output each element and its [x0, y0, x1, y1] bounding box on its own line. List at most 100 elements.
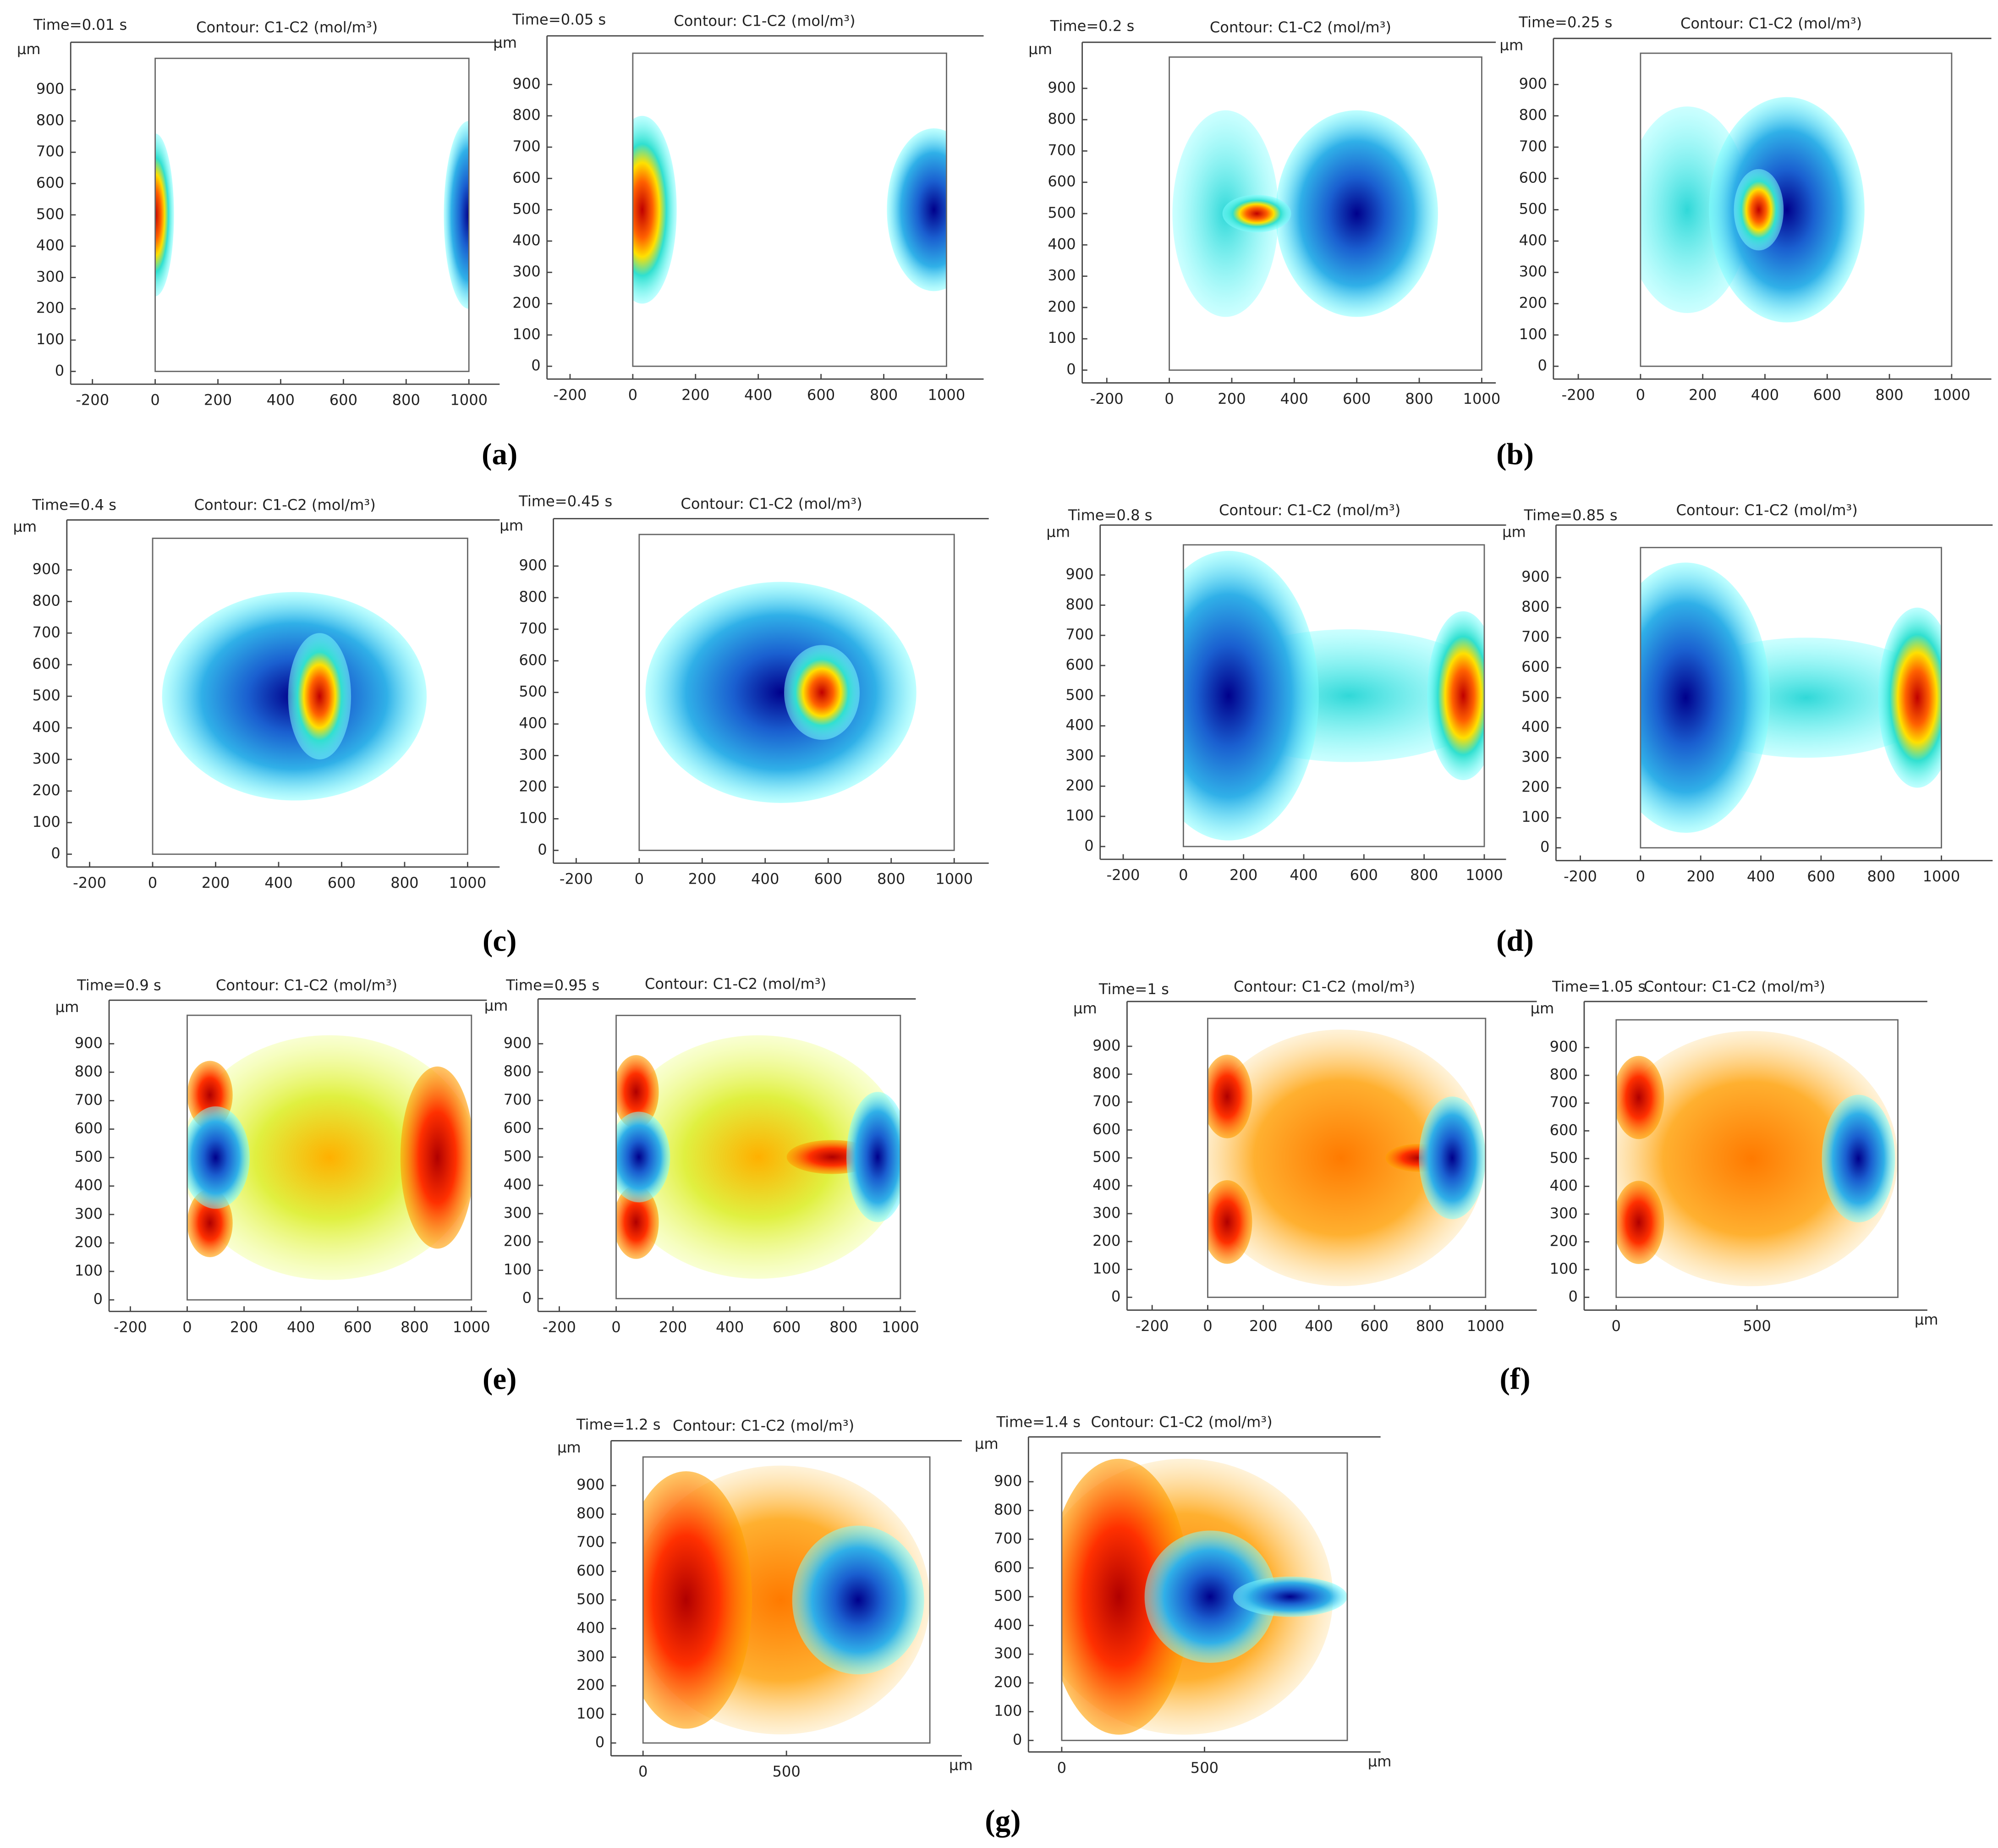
y-tick-label: 0 — [538, 841, 547, 858]
x-tick-label: 200 — [1218, 390, 1246, 407]
y-tick-label: 400 — [519, 715, 547, 732]
contour-region — [1822, 1094, 1895, 1223]
y-tick-label: 800 — [1519, 106, 1547, 124]
y-unit: μm — [557, 1439, 581, 1456]
y-tick-label: 400 — [1065, 716, 1093, 734]
y-tick-label: 600 — [994, 1558, 1022, 1576]
x-tick-label: 800 — [1405, 390, 1433, 407]
contour-field — [1208, 1029, 1486, 1287]
x-tick-label: -200 — [1136, 1317, 1169, 1335]
x-unit: μm — [1368, 1753, 1392, 1770]
contour-panel: Time=0.85 s Contour: C1-C2 (mol/m³) μm 0 100… — [1502, 501, 1993, 885]
y-tick-label: 100 — [576, 1705, 604, 1722]
x-tick-label: 0 — [638, 1763, 648, 1780]
y-tick-label: 800 — [504, 1062, 532, 1080]
time-label: Time=0.2 s — [1050, 17, 1135, 35]
x-tick-label: 200 — [681, 386, 709, 403]
caption: (b) — [1496, 437, 1534, 471]
contour-field — [616, 1035, 900, 1279]
y-tick-label: 300 — [1048, 267, 1076, 284]
x-tick-label: -200 — [543, 1319, 576, 1336]
y-tick-label: 500 — [1519, 200, 1547, 218]
y-tick-label: 700 — [1065, 626, 1093, 643]
plot-title: Contour: C1-C2 (mol/m³) — [1210, 18, 1391, 36]
x-tick-label: 200 — [688, 870, 716, 888]
x-tick-label: 1000 — [1933, 386, 1971, 403]
x-tick-label: 600 — [328, 874, 356, 891]
x-tick-label: 200 — [204, 391, 232, 409]
x-tick-label: 0 — [1179, 866, 1188, 884]
x-tick-label: 200 — [659, 1319, 687, 1336]
y-tick-label: 0 — [1013, 1731, 1022, 1748]
domain-box — [642, 1456, 931, 1744]
x-tick-label: 200 — [1687, 868, 1715, 885]
y-tick-label: 600 — [1048, 173, 1076, 190]
y-tick-label: 0 — [522, 1289, 532, 1306]
y-tick-label: 900 — [519, 556, 547, 574]
y-tick-label: 400 — [994, 1616, 1022, 1633]
x-tick-label: 800 — [1875, 386, 1903, 403]
x-tick-label: 1000 — [1463, 390, 1501, 407]
y-tick-label: 600 — [75, 1120, 103, 1137]
domain-box — [1061, 1452, 1348, 1741]
y-tick-label: 800 — [75, 1062, 103, 1080]
y-tick-label: 100 — [519, 809, 547, 826]
y-tick-label: 600 — [36, 174, 64, 191]
y-tick-label: 600 — [519, 651, 547, 669]
y-tick-label: 700 — [512, 138, 540, 155]
x-tick-label: 200 — [1249, 1317, 1277, 1335]
contour-panel: Time=0.4 s Contour: C1-C2 (mol/m³) μm 0 100 2… — [13, 496, 500, 891]
domain-box — [187, 1014, 472, 1301]
plot-title: Contour: C1-C2 (mol/m³) — [216, 977, 397, 994]
contour-region — [784, 645, 860, 740]
y-tick-label: 500 — [1092, 1148, 1120, 1166]
x-tick-label: 200 — [230, 1319, 258, 1336]
x-tick-label: 500 — [773, 1763, 801, 1780]
x-tick-label: 600 — [1361, 1317, 1389, 1335]
contour-field — [1172, 110, 1438, 317]
x-tick-label: 800 — [829, 1319, 857, 1336]
domain-box — [632, 52, 947, 367]
contour-field — [645, 582, 917, 803]
contour-region — [1734, 169, 1784, 251]
y-unit: μm — [1531, 1000, 1554, 1017]
x-tick-label: 400 — [287, 1319, 315, 1336]
x-tick-label: 0 — [1164, 390, 1174, 407]
y-tick-label: 200 — [1092, 1232, 1120, 1249]
contour-field — [1640, 562, 1942, 833]
y-tick-label: 700 — [576, 1533, 604, 1551]
y-tick-label: 800 — [1092, 1065, 1120, 1082]
contour-region — [1616, 1056, 1664, 1139]
y-tick-label: 300 — [512, 263, 540, 280]
x-tick-label: 800 — [1410, 866, 1438, 884]
y-tick-label: 100 — [504, 1261, 532, 1278]
x-tick-label: 400 — [267, 391, 295, 409]
plot-title: Contour: C1-C2 (mol/m³) — [196, 18, 378, 36]
y-tick-label: 400 — [33, 718, 60, 736]
y-tick-label: 900 — [1048, 79, 1076, 96]
contour-region — [616, 1035, 900, 1279]
plot-title: Contour: C1-C2 (mol/m³) — [645, 975, 826, 993]
x-tick-label: 400 — [1280, 390, 1308, 407]
y-tick-label: 700 — [36, 143, 64, 160]
y-tick-label: 900 — [33, 560, 60, 578]
contour-field — [643, 1465, 930, 1735]
y-tick-label: 500 — [1550, 1149, 1578, 1166]
contour-region — [1208, 1055, 1252, 1138]
domain-box — [1207, 1018, 1487, 1298]
y-tick-label: 600 — [504, 1119, 532, 1137]
caption: (g) — [985, 1803, 1021, 1837]
x-tick-label: 0 — [611, 1319, 620, 1336]
x-tick-label: 1000 — [1466, 866, 1503, 884]
y-tick-label: 400 — [504, 1176, 532, 1193]
contour-region — [616, 1055, 659, 1129]
x-tick-label: 400 — [716, 1319, 744, 1336]
y-tick-label: 500 — [1521, 688, 1549, 705]
y-tick-label: 300 — [994, 1644, 1022, 1662]
x-tick-label: 0 — [1636, 386, 1645, 403]
contour-region — [1616, 1031, 1898, 1287]
domain-box — [152, 538, 468, 855]
x-tick-label: 800 — [1416, 1317, 1444, 1335]
contour-region — [1208, 1180, 1252, 1264]
x-tick-label: 0 — [148, 874, 157, 891]
